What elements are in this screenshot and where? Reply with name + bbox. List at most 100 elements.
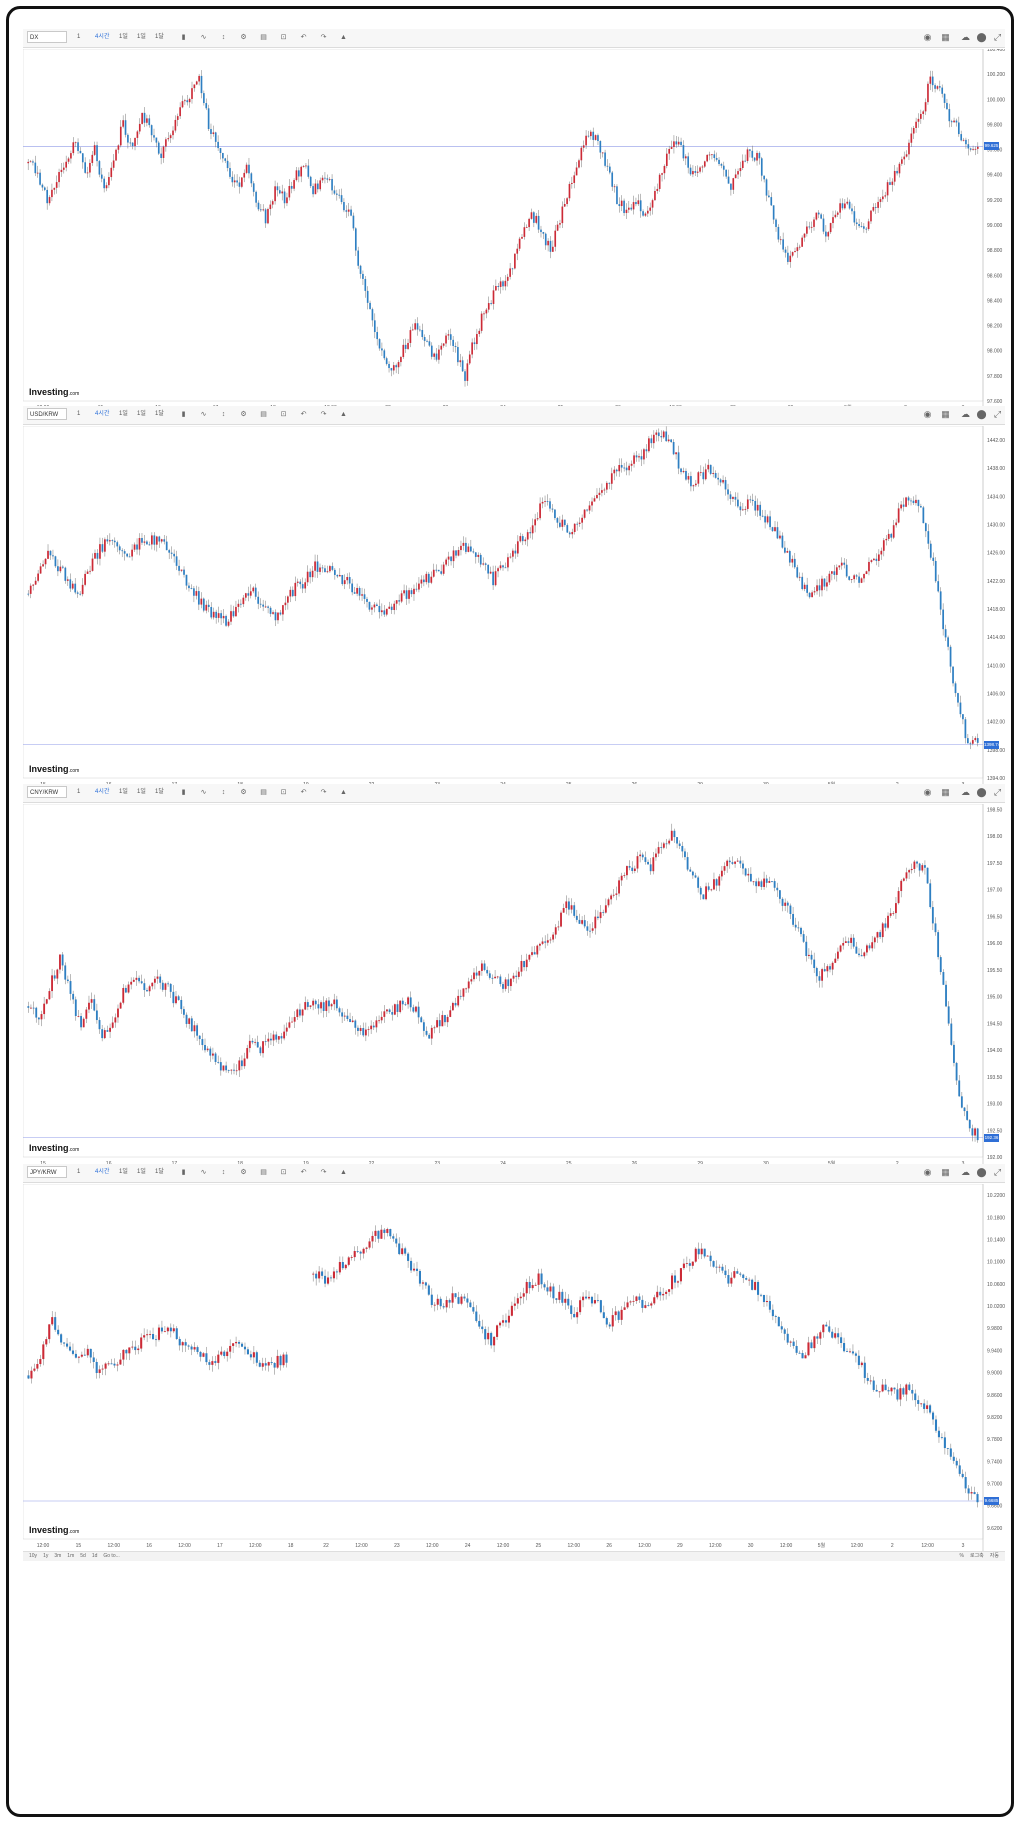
interval-button[interactable]: 4시간 (95, 1169, 110, 1175)
drawing-icon[interactable]: ▲ (340, 1169, 347, 1176)
fullscreen-box-icon[interactable]: ⊡ (280, 789, 287, 796)
settings-icon[interactable]: ⚙ (240, 1169, 247, 1176)
indicator-icon[interactable]: ∿ (200, 1169, 207, 1176)
undo-icon[interactable]: ↶ (300, 411, 307, 418)
indicator-icon[interactable]: ∿ (200, 34, 207, 41)
interval-button[interactable]: 1일 (119, 789, 128, 795)
save-icon[interactable]: ⬤ (976, 1167, 987, 1177)
candle-type-icon[interactable]: ▮ (181, 789, 186, 796)
price-chart[interactable]: 97.60097.80098.00098.20098.40098.60098.8… (23, 49, 1005, 413)
candle-type-icon[interactable]: ▮ (181, 1169, 186, 1176)
interval-button[interactable]: 1 (77, 411, 81, 417)
interval-button[interactable]: 4시간 (95, 34, 110, 40)
scale-toggle[interactable]: % (959, 1553, 964, 1559)
undo-icon[interactable]: ↶ (300, 34, 307, 41)
candle-body (829, 966, 831, 970)
scale-toggle[interactable]: 자동 (989, 1553, 999, 1559)
layout-icon[interactable]: ▤ (260, 411, 267, 418)
interval-button[interactable]: 1 (77, 789, 81, 795)
interval-button[interactable]: 1일 (137, 34, 146, 40)
interval-button[interactable]: 1 (77, 1169, 81, 1175)
candle-body (388, 606, 391, 609)
camera-icon[interactable]: ◉ (923, 409, 932, 419)
cloud-icon[interactable]: ☁ (961, 1167, 970, 1177)
fullscreen-icon[interactable]: ⤢ (993, 1167, 1002, 1177)
camera-icon[interactable]: ◉ (923, 1167, 932, 1177)
template-icon[interactable]: ▦ (941, 1167, 950, 1177)
fullscreen-icon[interactable]: ⤢ (993, 787, 1002, 797)
settings-icon[interactable]: ⚙ (240, 411, 247, 418)
drawing-icon[interactable]: ▲ (340, 411, 347, 418)
camera-icon[interactable]: ◉ (923, 787, 932, 797)
save-icon[interactable]: ⬤ (976, 32, 987, 42)
redo-icon[interactable]: ↷ (320, 1169, 327, 1176)
candle-body (926, 867, 929, 884)
cloud-icon[interactable]: ☁ (961, 787, 970, 797)
range-button[interactable]: 1y (43, 1553, 49, 1559)
symbol-input[interactable]: JPY/KRW (27, 1166, 67, 1178)
template-icon[interactable]: ▦ (941, 32, 950, 42)
save-icon[interactable]: ⬤ (976, 409, 987, 419)
layout-icon[interactable]: ▤ (260, 34, 267, 41)
compare-icon[interactable]: ↕ (221, 411, 226, 418)
interval-button[interactable]: 1달 (155, 789, 164, 795)
range-button[interactable]: 5d (80, 1553, 86, 1559)
candle-type-icon[interactable]: ▮ (181, 411, 186, 418)
drawing-icon[interactable]: ▲ (340, 34, 347, 41)
redo-icon[interactable]: ↷ (320, 789, 327, 796)
interval-button[interactable]: 1일 (137, 789, 146, 795)
price-chart[interactable]: 1394.001398.001402.001406.001410.001414.… (23, 426, 1005, 790)
cloud-icon[interactable]: ☁ (961, 409, 970, 419)
symbol-input[interactable]: CNY/KRW (27, 786, 67, 798)
fullscreen-box-icon[interactable]: ⊡ (280, 1169, 287, 1176)
interval-button[interactable]: 1일 (119, 34, 128, 40)
redo-icon[interactable]: ↷ (320, 34, 327, 41)
symbol-input[interactable]: DX (27, 31, 67, 43)
interval-button[interactable]: 1일 (137, 411, 146, 417)
interval-button[interactable]: 1일 (137, 1169, 146, 1175)
interval-button[interactable]: 1 (77, 34, 81, 40)
interval-button[interactable]: 1달 (155, 411, 164, 417)
range-button[interactable]: Go to... (103, 1553, 120, 1559)
candle-body (392, 1236, 395, 1239)
range-button[interactable]: 10y (29, 1553, 38, 1559)
candle-body (502, 281, 504, 287)
fullscreen-box-icon[interactable]: ⊡ (280, 411, 287, 418)
undo-icon[interactable]: ↶ (300, 1169, 307, 1176)
redo-icon[interactable]: ↷ (320, 411, 327, 418)
range-button[interactable]: 1d (91, 1553, 98, 1559)
camera-icon[interactable]: ◉ (923, 32, 932, 42)
indicator-icon[interactable]: ∿ (200, 789, 207, 796)
template-icon[interactable]: ▦ (941, 409, 950, 419)
fullscreen-box-icon[interactable]: ⊡ (280, 34, 287, 41)
symbol-input[interactable]: USD/KRW (27, 408, 67, 420)
price-chart[interactable]: 9.62009.66009.70009.74009.78009.82009.86… (23, 1184, 1005, 1551)
layout-icon[interactable]: ▤ (260, 1169, 267, 1176)
scale-toggle[interactable]: 로그축 (969, 1553, 984, 1559)
interval-button[interactable]: 1달 (155, 1169, 164, 1175)
save-icon[interactable]: ⬤ (976, 787, 987, 797)
drawing-icon[interactable]: ▲ (340, 789, 347, 796)
undo-icon[interactable]: ↶ (300, 789, 307, 796)
interval-button[interactable]: 1달 (155, 34, 164, 40)
price-chart[interactable]: 192.00192.50193.00193.50194.00194.50195.… (23, 804, 1005, 1169)
interval-button[interactable]: 4시간 (95, 411, 110, 417)
interval-button[interactable]: 1일 (119, 411, 128, 417)
compare-icon[interactable]: ↕ (221, 1169, 226, 1176)
compare-icon[interactable]: ↕ (221, 34, 226, 41)
candle-type-icon[interactable]: ▮ (181, 34, 186, 41)
fullscreen-icon[interactable]: ⤢ (993, 409, 1002, 419)
range-button[interactable]: 1m (67, 1553, 75, 1559)
range-button[interactable]: 3m (54, 1553, 62, 1559)
interval-button[interactable]: 4시간 (95, 789, 110, 795)
settings-icon[interactable]: ⚙ (240, 34, 247, 41)
indicator-icon[interactable]: ∿ (200, 411, 207, 418)
candle-body (703, 1248, 706, 1257)
cloud-icon[interactable]: ☁ (961, 32, 970, 42)
compare-icon[interactable]: ↕ (221, 789, 226, 796)
fullscreen-icon[interactable]: ⤢ (993, 32, 1002, 42)
layout-icon[interactable]: ▤ (260, 789, 267, 796)
interval-button[interactable]: 1일 (119, 1169, 128, 1175)
settings-icon[interactable]: ⚙ (240, 789, 247, 796)
template-icon[interactable]: ▦ (941, 787, 950, 797)
